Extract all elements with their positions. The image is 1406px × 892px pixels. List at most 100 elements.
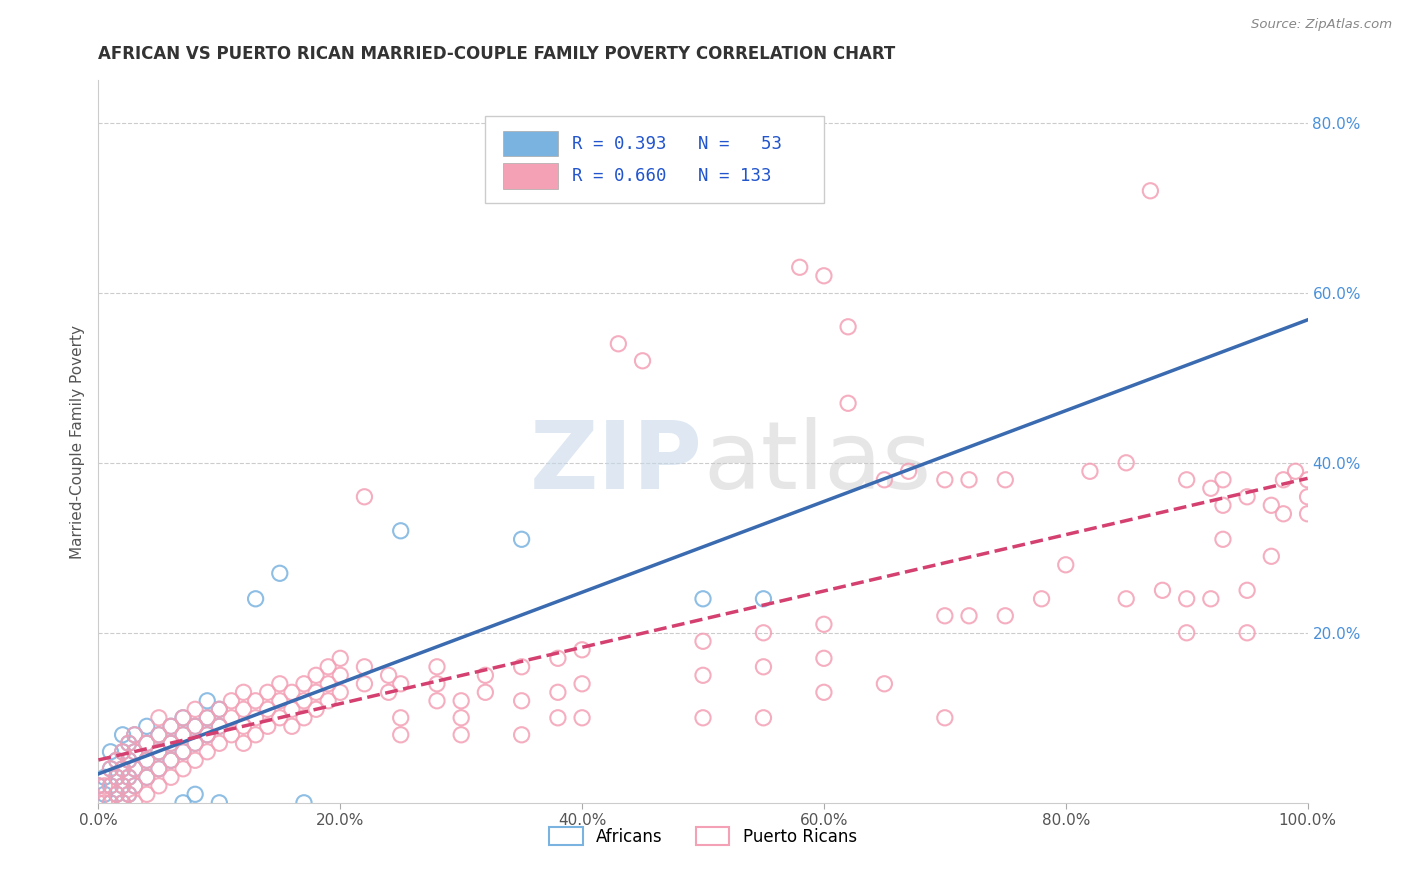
Point [957,608,980,623]
Point [353,490,375,504]
Point [1272,473,1295,487]
Point [316,660,339,674]
Point [389,677,412,691]
Point [1115,591,1137,606]
Point [172,745,194,759]
Point [474,668,496,682]
Point [752,660,775,674]
Point [148,779,170,793]
Point [897,464,920,478]
Point [353,677,375,691]
Point [957,473,980,487]
Point [426,660,449,674]
Point [172,728,194,742]
Point [148,745,170,759]
Text: R = 0.660   N = 133: R = 0.660 N = 133 [572,167,772,185]
Point [450,694,472,708]
Point [281,719,304,733]
Point [245,591,267,606]
Point [111,796,134,810]
Point [329,651,352,665]
Point [105,787,128,801]
Point [87,796,110,810]
Point [100,762,122,776]
Point [269,677,291,691]
Point [1296,473,1319,487]
Point [692,634,714,648]
Point [316,677,339,691]
Point [93,787,115,801]
Point [100,796,122,810]
Point [1175,473,1198,487]
Point [1078,464,1101,478]
Point [426,677,449,691]
Point [172,728,194,742]
Point [124,779,146,793]
Point [118,787,141,801]
Point [118,770,141,784]
Point [752,625,775,640]
Point [1199,481,1222,495]
Point [93,796,115,810]
Point [124,745,146,759]
Point [1236,490,1258,504]
Point [1139,184,1161,198]
Point [1284,464,1306,478]
Point [752,711,775,725]
Point [172,762,194,776]
Point [256,719,278,733]
Point [245,694,267,708]
Point [148,745,170,759]
Point [232,719,254,733]
Point [160,736,183,750]
Point [329,668,352,682]
Point [135,719,157,733]
Point [160,719,183,733]
Point [135,770,157,784]
Point [450,728,472,742]
Point [934,608,956,623]
Point [221,694,243,708]
Point [135,736,157,750]
Point [221,728,243,742]
Point [100,796,122,810]
Point [172,711,194,725]
Point [692,668,714,682]
Point [105,770,128,784]
Point [837,396,859,410]
Point [607,336,630,351]
Point [510,533,533,547]
Point [118,736,141,750]
Point [118,787,141,801]
Point [118,736,141,750]
Bar [503,163,558,189]
Point [111,779,134,793]
Point [837,319,859,334]
Point [160,753,183,767]
Y-axis label: Married-Couple Family Poverty: Married-Couple Family Poverty [69,325,84,558]
Point [195,728,218,742]
Point [631,353,654,368]
Point [1260,549,1282,564]
Point [105,753,128,767]
Point [752,591,775,606]
Point [111,745,134,759]
Point [571,642,593,657]
Point [571,711,593,725]
Point [111,745,134,759]
Point [269,566,291,581]
Point [148,728,170,742]
Point [1054,558,1077,572]
Point [135,787,157,801]
Point [281,685,304,699]
FancyBboxPatch shape [485,117,824,203]
Text: R = 0.393   N =   53: R = 0.393 N = 53 [572,135,782,153]
Point [160,719,183,733]
Point [135,753,157,767]
Point [389,711,412,725]
Point [100,762,122,776]
Point [93,779,115,793]
Point [135,753,157,767]
Point [305,685,328,699]
Point [195,694,218,708]
